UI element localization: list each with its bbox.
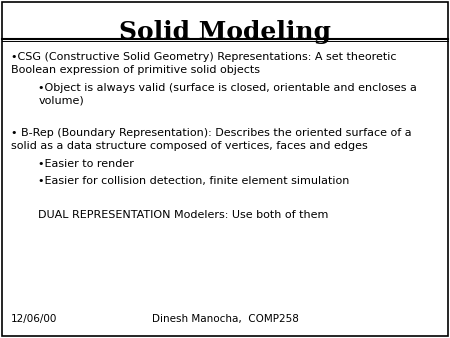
Text: •Easier to render: •Easier to render [38,159,134,169]
Text: •Easier for collision detection, finite element simulation: •Easier for collision detection, finite … [38,176,350,186]
Text: Dinesh Manocha,  COMP258: Dinesh Manocha, COMP258 [152,314,298,324]
Text: •CSG (Constructive Solid Geometry) Representations: A set theoretic
Boolean expr: •CSG (Constructive Solid Geometry) Repre… [11,52,397,75]
Text: Solid Modeling: Solid Modeling [119,20,331,44]
Text: •Object is always valid (surface is closed, orientable and encloses a
volume): •Object is always valid (surface is clos… [38,83,417,105]
Text: • B-Rep (Boundary Representation): Describes the oriented surface of a
solid as : • B-Rep (Boundary Representation): Descr… [11,128,412,151]
Text: 12/06/00: 12/06/00 [11,314,58,324]
Text: DUAL REPRESENTATION Modelers: Use both of them: DUAL REPRESENTATION Modelers: Use both o… [38,210,328,220]
